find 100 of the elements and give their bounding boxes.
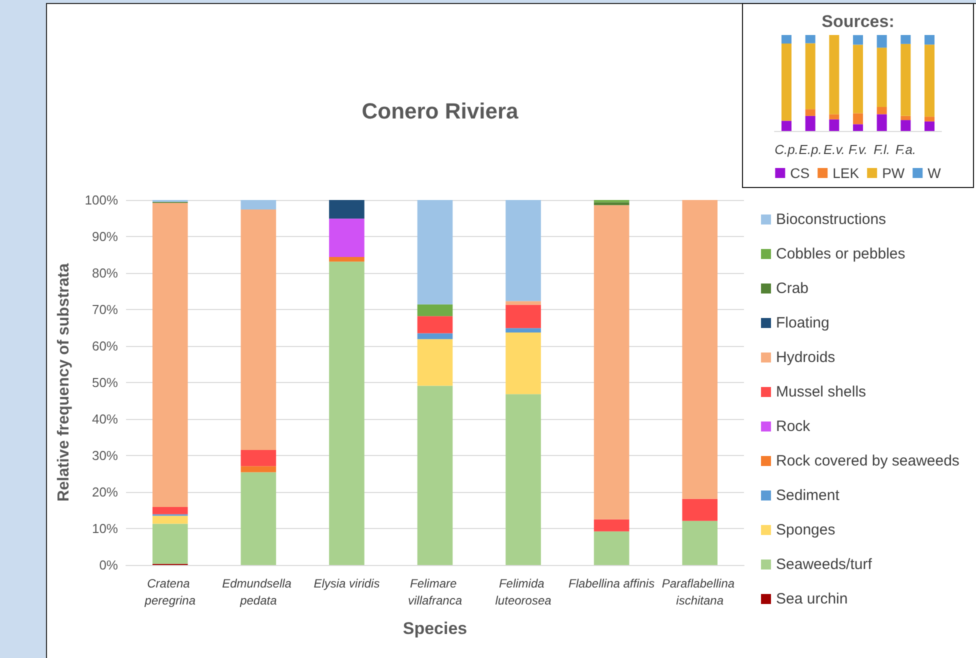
bar: [829, 35, 840, 114]
y-tick-label: 20%: [92, 484, 118, 500]
bar: [240, 450, 276, 466]
bar: [240, 472, 276, 565]
bar: [594, 519, 630, 532]
bar: [506, 394, 541, 565]
y-tick-label: 100%: [84, 192, 118, 208]
x-tick-label: Felimida luteorosea: [495, 576, 552, 608]
legend-label: PW: [882, 165, 906, 181]
bar: [152, 516, 188, 524]
legend-label: CS: [790, 165, 810, 181]
bar: [781, 35, 792, 44]
legend-label: Cobbles or pebbles: [776, 246, 906, 262]
bar: [152, 506, 188, 514]
bar: [240, 200, 276, 210]
legend-label: Sediment: [776, 487, 840, 504]
bar: [329, 200, 364, 219]
bar: [329, 256, 364, 262]
y-tick-label: 50%: [92, 375, 118, 390]
bar: [417, 339, 453, 386]
bar: [240, 466, 276, 472]
bar: [506, 200, 541, 302]
bar: [152, 524, 188, 564]
x-tick-label: F.a.: [895, 142, 916, 157]
bar: [876, 114, 887, 131]
y-tick-label: 30%: [92, 448, 118, 463]
x-tick-label: Flabellina affinis: [568, 576, 655, 590]
y-tick-label: 80%: [92, 266, 118, 280]
bar: [506, 332, 541, 394]
x-tick-label: E.p.: [798, 142, 822, 157]
bar: [924, 35, 935, 45]
bar: [924, 116, 935, 122]
bar: [594, 202, 630, 206]
bar: [417, 304, 453, 316]
x-tick-label: Cratena peregrina: [144, 576, 196, 608]
bar: [506, 304, 541, 328]
y-tick-label: 0%: [99, 558, 118, 572]
bar: [924, 44, 935, 117]
bar: [781, 44, 792, 121]
legend-label: Crab: [776, 280, 809, 297]
bar: [829, 114, 840, 120]
bar: [900, 44, 911, 116]
bar: [329, 262, 364, 565]
bar: [852, 44, 864, 114]
bar: [417, 316, 453, 334]
legend-label: Rock covered by seaweeds: [776, 452, 960, 470]
bar: [682, 498, 718, 521]
bar: [900, 116, 911, 120]
y-tick-label: 10%: [92, 521, 118, 536]
legend-label: Sponges: [776, 522, 836, 538]
x-tick-label: Elysia viridis: [314, 576, 380, 590]
bar: [682, 520, 718, 565]
bar: [876, 48, 887, 107]
bar: [852, 124, 864, 131]
bar: [417, 200, 453, 304]
bar: [594, 531, 630, 565]
legend-label: Hydroids: [776, 349, 836, 366]
bar: [417, 386, 453, 565]
x-tick-label: F.l.: [874, 142, 890, 157]
legend-label: Rock: [776, 418, 811, 435]
legend-label: Floating: [776, 314, 830, 332]
bar: [329, 218, 364, 257]
bar: [924, 121, 935, 131]
y-tick-label: 90%: [92, 229, 118, 244]
x-axis-title: Species: [402, 619, 468, 638]
bar: [506, 328, 541, 332]
x-tick-label: E.v.: [823, 142, 845, 157]
legend-label: Seaweeds/turf: [776, 556, 873, 573]
legend-label: W: [928, 165, 942, 181]
bar: [682, 200, 718, 499]
bar: [900, 120, 911, 131]
legend-label: Mussel shells: [776, 384, 866, 400]
bar: [805, 116, 816, 131]
legend-label: LEK: [832, 165, 860, 181]
x-tick-label: C.p.: [774, 142, 798, 157]
bar: [506, 301, 541, 305]
x-tick-label: Felimare villafranca: [408, 576, 462, 608]
bar: [417, 333, 453, 340]
bar: [594, 205, 630, 520]
chart-title: Conero Riviera: [362, 98, 520, 124]
bar: [829, 119, 840, 131]
y-tick-label: 40%: [92, 412, 118, 426]
bar: [152, 202, 188, 507]
legend-label: Bioconstructions: [776, 211, 886, 228]
legend-label: Sea urchin: [776, 590, 848, 608]
chart-title: Sources:: [822, 12, 894, 31]
y-tick-label: 70%: [92, 302, 118, 317]
x-tick-label: Paraflabellina ischitana: [662, 576, 738, 608]
bar: [781, 120, 792, 131]
x-tick-label: Edmundsella pedata: [222, 576, 295, 608]
bar: [900, 35, 911, 44]
y-tick-label: 60%: [92, 338, 118, 354]
bar: [852, 113, 864, 124]
bar: [805, 35, 816, 44]
x-tick-label: F.v.: [848, 142, 868, 157]
bar: [805, 109, 816, 116]
bar: [852, 35, 864, 45]
bar: [805, 43, 816, 110]
bar: [876, 35, 887, 48]
bar: [876, 107, 887, 114]
